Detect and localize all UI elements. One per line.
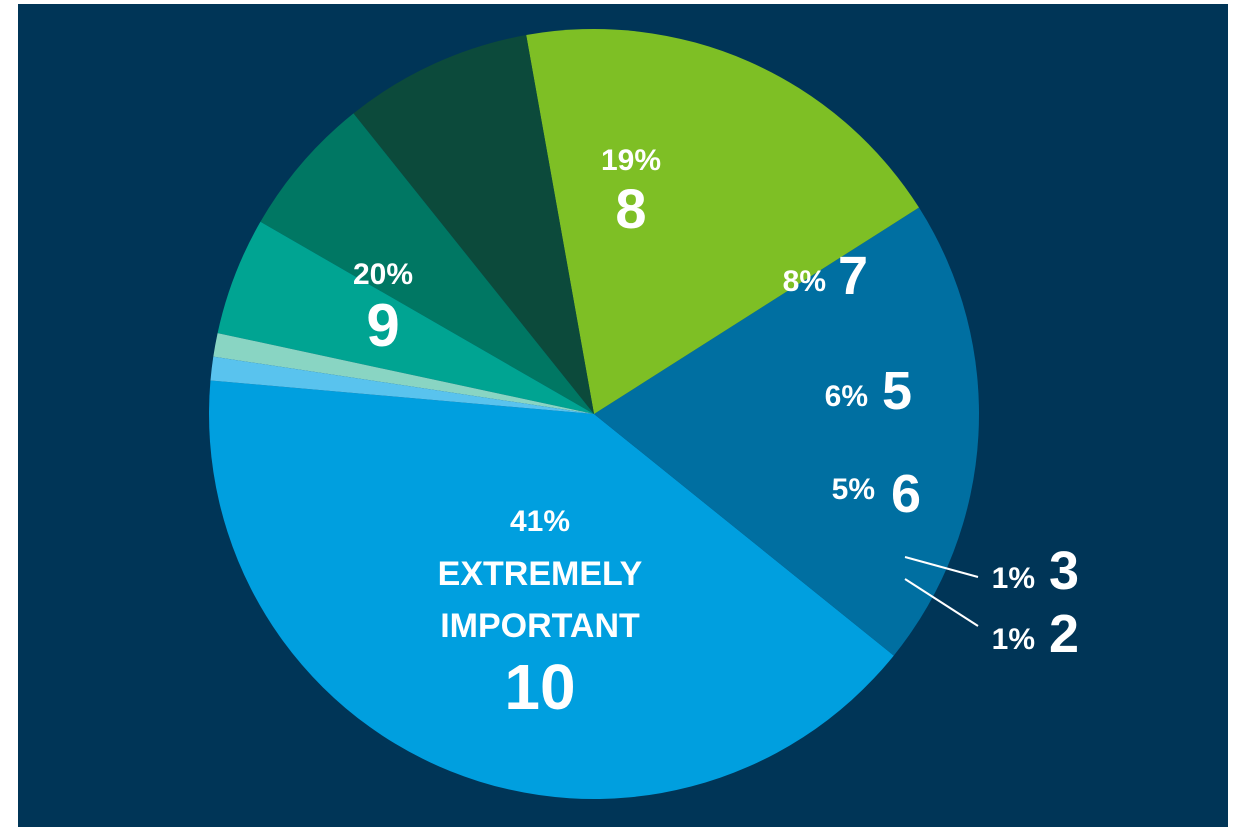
pct-label-9: 20%: [353, 258, 413, 291]
pct-label-6: 5%: [832, 473, 875, 506]
slice-2: [210, 356, 595, 414]
category-label-5: 5: [882, 361, 912, 421]
pct-label-8: 19%: [601, 144, 661, 177]
pct-label-10: 41%: [510, 505, 570, 538]
pct-label-3: 1%: [992, 562, 1035, 595]
slice-3: [213, 333, 595, 414]
pie-chart: 41% EXTREMELY IMPORTANT 10 20% 9 19% 8 8…: [209, 29, 1079, 799]
pct-label-7: 8%: [783, 265, 826, 298]
slice-labels: 41% EXTREMELY IMPORTANT 10 20% 9 19% 8 8…: [353, 144, 1079, 723]
chart-panel: 41% EXTREMELY IMPORTANT 10 20% 9 19% 8 8…: [18, 4, 1228, 827]
category-label-2: 2: [1049, 604, 1079, 664]
label-important: IMPORTANT: [440, 607, 640, 645]
category-label-10: 10: [504, 651, 575, 723]
leader-line-2: [904, 578, 979, 627]
slice-9: [594, 207, 979, 656]
label-extremely: EXTREMELY: [438, 555, 643, 593]
pct-label-2: 1%: [992, 623, 1035, 656]
slice-8: [526, 29, 919, 415]
slice-7: [353, 35, 594, 414]
slice-6: [217, 221, 595, 414]
pct-label-5: 6%: [825, 380, 868, 413]
category-label-3: 3: [1049, 541, 1079, 601]
category-label-8: 8: [615, 177, 646, 240]
category-label-6: 6: [891, 464, 921, 524]
slice-5: [260, 113, 594, 415]
category-label-9: 9: [366, 292, 399, 359]
category-label-7: 7: [838, 246, 868, 306]
pie-slices: [209, 29, 979, 799]
leader-line-3: [904, 556, 979, 578]
slice-10: [209, 380, 894, 799]
leader-lines: [904, 556, 979, 627]
